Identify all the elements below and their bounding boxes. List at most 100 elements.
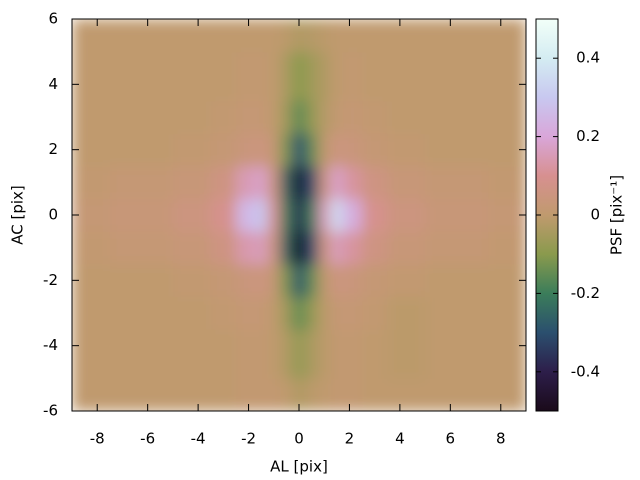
heatmap-cell <box>109 51 174 102</box>
heatmap-cell <box>343 378 363 411</box>
heatmap-cell <box>488 166 526 200</box>
heatmap-cell <box>280 329 294 379</box>
heatmap-cell <box>317 166 332 200</box>
heatmap-cell <box>280 264 294 298</box>
heatmap-cell <box>317 198 332 232</box>
heatmap-cell <box>425 51 489 102</box>
heatmap-cell <box>362 19 388 53</box>
heatmap-cell <box>305 296 319 330</box>
colorbar-tick-label: 0 <box>590 206 600 224</box>
heatmap-cell <box>292 166 306 200</box>
heatmap-cell <box>172 329 212 379</box>
heatmap-cell <box>109 296 174 330</box>
heatmap-cell <box>387 133 426 167</box>
heatmap-cell <box>387 51 426 102</box>
heatmap-cell <box>292 198 306 232</box>
heatmap-cell <box>387 378 426 411</box>
heatmap-cell <box>292 19 306 53</box>
heatmap-cell <box>210 51 237 102</box>
heatmap-cell <box>488 100 526 134</box>
heatmap-cell <box>210 378 237 411</box>
x-tick-label: -6 <box>140 430 155 448</box>
heatmap-cell <box>387 100 426 134</box>
heatmap-cell <box>235 51 256 102</box>
heatmap-cell <box>317 51 332 102</box>
heatmap-cell <box>317 264 332 298</box>
heatmap-cell <box>330 166 344 200</box>
heatmap-cell <box>343 198 363 232</box>
heatmap-cell <box>254 133 268 167</box>
heatmap-cell <box>362 231 388 265</box>
heatmap-cell <box>292 133 306 167</box>
heatmap-cell <box>210 296 237 330</box>
heatmap-cell <box>72 100 111 134</box>
heatmap-cell <box>425 133 489 167</box>
heatmap-cell <box>280 166 294 200</box>
heatmap-cell <box>267 100 281 134</box>
y-tick-label: 0 <box>48 206 58 224</box>
heatmap-cell <box>343 133 363 167</box>
heatmap-cell <box>172 378 212 411</box>
heatmap-cell <box>210 133 237 167</box>
heatmap-cell <box>305 329 319 379</box>
heatmap-cell <box>172 296 212 330</box>
heatmap-cell <box>305 133 319 167</box>
heatmap-cell <box>330 198 344 232</box>
heatmap-cell <box>330 329 344 379</box>
heatmap-cell <box>210 198 237 232</box>
y-tick-label: 4 <box>48 75 58 93</box>
heatmap-cell <box>280 198 294 232</box>
heatmap-cell <box>280 100 294 134</box>
heatmap-cell <box>425 100 489 134</box>
heatmap-cell <box>72 378 111 411</box>
heatmap-cell <box>317 378 332 411</box>
y-axis-label: AC [pix] <box>9 185 27 245</box>
heatmap-cell <box>330 231 344 265</box>
heatmap-cell <box>235 133 256 167</box>
heatmap-cell <box>267 296 281 330</box>
heatmap-cell <box>488 231 526 265</box>
heatmap-cell <box>72 166 111 200</box>
heatmap-cell <box>387 198 426 232</box>
heatmap-cell <box>235 198 256 232</box>
heatmap-cell <box>235 166 256 200</box>
heatmap-cell <box>172 100 212 134</box>
heatmap-cell <box>254 231 268 265</box>
heatmap-cell <box>109 198 174 232</box>
heatmap-cell <box>317 100 332 134</box>
heatmap-cell <box>109 329 174 379</box>
colorbar-tick-label: 0.2 <box>576 127 600 145</box>
heatmap-cell <box>109 133 174 167</box>
heatmap-cell <box>254 198 268 232</box>
heatmap-clip <box>72 19 526 411</box>
heatmap-cell <box>267 198 281 232</box>
heatmap-cell <box>254 264 268 298</box>
heatmap-cell <box>280 133 294 167</box>
y-tick-label: -2 <box>43 271 58 289</box>
heatmap-cell <box>362 264 388 298</box>
x-tick-label: 4 <box>395 430 405 448</box>
heatmap-cell <box>172 51 212 102</box>
heatmap-cell <box>362 166 388 200</box>
heatmap-cell <box>280 231 294 265</box>
heatmap-cell <box>254 329 268 379</box>
heatmap-cell <box>387 264 426 298</box>
heatmap-cell <box>210 264 237 298</box>
heatmap-cell <box>343 231 363 265</box>
y-tick-label: -6 <box>43 402 58 420</box>
colorbar-tick-label: -0.2 <box>571 284 600 302</box>
heatmap-cell <box>267 264 281 298</box>
heatmap-cell <box>292 378 306 411</box>
x-tick-label: -4 <box>191 430 206 448</box>
heatmap-cell <box>72 19 111 53</box>
heatmap-cell <box>172 198 212 232</box>
heatmap-cell <box>330 19 344 53</box>
heatmap-cell <box>488 19 526 53</box>
heatmap-cell <box>109 231 174 265</box>
heatmap-cell <box>317 296 332 330</box>
heatmap-cell <box>210 231 237 265</box>
heatmap-cell <box>172 264 212 298</box>
colorbar-tick-label: -0.4 <box>571 362 600 380</box>
heatmap-cell <box>343 329 363 379</box>
